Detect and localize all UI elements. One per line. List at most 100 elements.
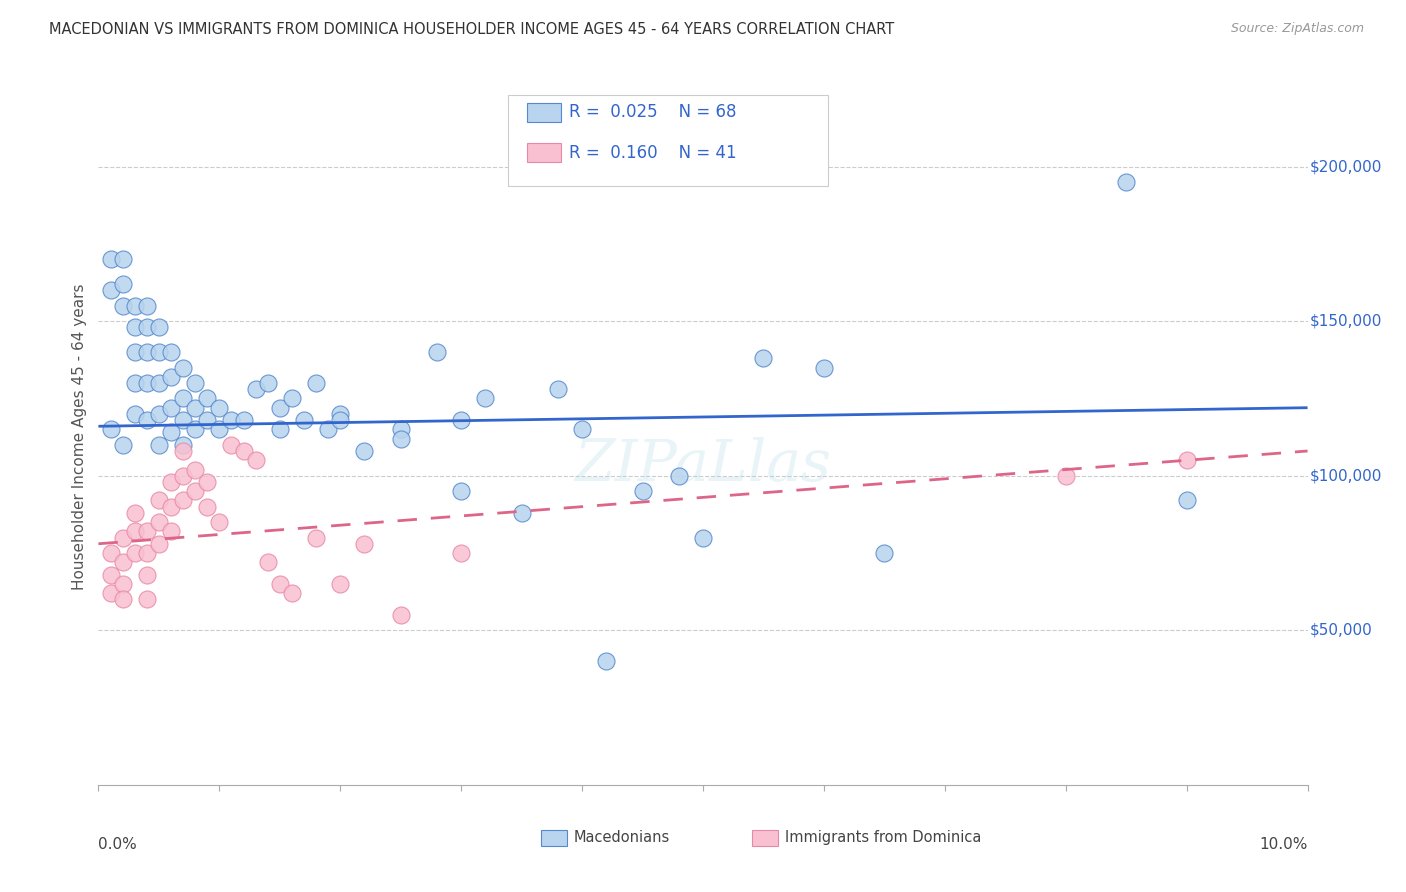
Point xyxy=(195,392,218,406)
Point xyxy=(135,413,157,427)
Text: ZIPaLlas: ZIPaLlas xyxy=(575,437,831,493)
Point xyxy=(1175,493,1198,508)
Point xyxy=(221,438,243,452)
Point xyxy=(631,484,654,499)
Point xyxy=(172,444,194,458)
Point xyxy=(184,401,207,415)
Point xyxy=(135,320,157,334)
Point xyxy=(111,592,134,607)
Point xyxy=(148,515,170,529)
Point xyxy=(124,376,146,390)
Point xyxy=(292,413,315,427)
Point xyxy=(124,524,146,539)
Text: MACEDONIAN VS IMMIGRANTS FROM DOMINICA HOUSEHOLDER INCOME AGES 45 - 64 YEARS COR: MACEDONIAN VS IMMIGRANTS FROM DOMINICA H… xyxy=(49,22,894,37)
Point xyxy=(208,515,231,529)
Point xyxy=(595,654,617,668)
Point xyxy=(353,444,375,458)
Point xyxy=(269,577,291,591)
Text: $100,000: $100,000 xyxy=(1310,468,1382,483)
Point xyxy=(195,500,218,514)
Point xyxy=(111,531,134,545)
Point xyxy=(124,546,146,560)
Point xyxy=(256,555,278,569)
Point xyxy=(1054,468,1077,483)
Text: Immigrants from Dominica: Immigrants from Dominica xyxy=(785,830,981,845)
Point xyxy=(474,392,496,406)
Point xyxy=(232,444,254,458)
Point xyxy=(450,413,472,427)
Point xyxy=(135,299,157,313)
Point xyxy=(124,506,146,520)
Point xyxy=(172,392,194,406)
Point xyxy=(100,567,122,582)
Point xyxy=(100,422,122,436)
Point xyxy=(752,351,775,366)
Point xyxy=(100,546,122,560)
Point xyxy=(160,500,183,514)
Text: $200,000: $200,000 xyxy=(1310,159,1382,174)
Text: 10.0%: 10.0% xyxy=(1260,837,1308,852)
Point xyxy=(450,484,472,499)
Point xyxy=(232,413,254,427)
Point xyxy=(329,407,352,421)
Point xyxy=(305,531,328,545)
Point xyxy=(195,413,218,427)
Point xyxy=(208,422,231,436)
Point xyxy=(111,277,134,291)
Point xyxy=(135,592,157,607)
Point xyxy=(389,607,412,622)
Point xyxy=(316,422,339,436)
Point xyxy=(692,531,714,545)
Point xyxy=(813,360,835,375)
Point xyxy=(111,299,134,313)
Point xyxy=(1115,175,1137,189)
Point xyxy=(426,345,449,359)
Point xyxy=(160,345,183,359)
Point xyxy=(269,401,291,415)
Point xyxy=(172,438,194,452)
Point xyxy=(135,345,157,359)
Point xyxy=(208,401,231,415)
Text: R =  0.160    N = 41: R = 0.160 N = 41 xyxy=(569,144,737,161)
Point xyxy=(100,586,122,600)
Point xyxy=(353,537,375,551)
Point xyxy=(873,546,896,560)
Point xyxy=(100,252,122,267)
Point xyxy=(124,407,146,421)
Point xyxy=(305,376,328,390)
Point xyxy=(571,422,593,436)
Text: Macedonians: Macedonians xyxy=(574,830,669,845)
Point xyxy=(135,524,157,539)
Point xyxy=(281,586,304,600)
Point xyxy=(510,506,533,520)
Point xyxy=(124,320,146,334)
Point xyxy=(281,392,304,406)
Point xyxy=(245,453,267,467)
Point xyxy=(450,546,472,560)
Point xyxy=(124,345,146,359)
Point xyxy=(148,407,170,421)
Point xyxy=(329,577,352,591)
Point xyxy=(184,462,207,476)
Text: 0.0%: 0.0% xyxy=(98,837,138,852)
Point xyxy=(148,345,170,359)
Point xyxy=(172,360,194,375)
Point xyxy=(172,413,194,427)
Point xyxy=(256,376,278,390)
Point xyxy=(111,438,134,452)
Point xyxy=(160,524,183,539)
Point xyxy=(172,493,194,508)
Point xyxy=(160,425,183,440)
Point xyxy=(160,369,183,384)
Point xyxy=(124,299,146,313)
Point xyxy=(184,484,207,499)
Point xyxy=(389,432,412,446)
Point xyxy=(148,376,170,390)
Point xyxy=(148,438,170,452)
Point xyxy=(172,468,194,483)
Point xyxy=(221,413,243,427)
Point xyxy=(148,320,170,334)
Point xyxy=(184,376,207,390)
Text: $50,000: $50,000 xyxy=(1310,623,1372,638)
Point xyxy=(111,252,134,267)
